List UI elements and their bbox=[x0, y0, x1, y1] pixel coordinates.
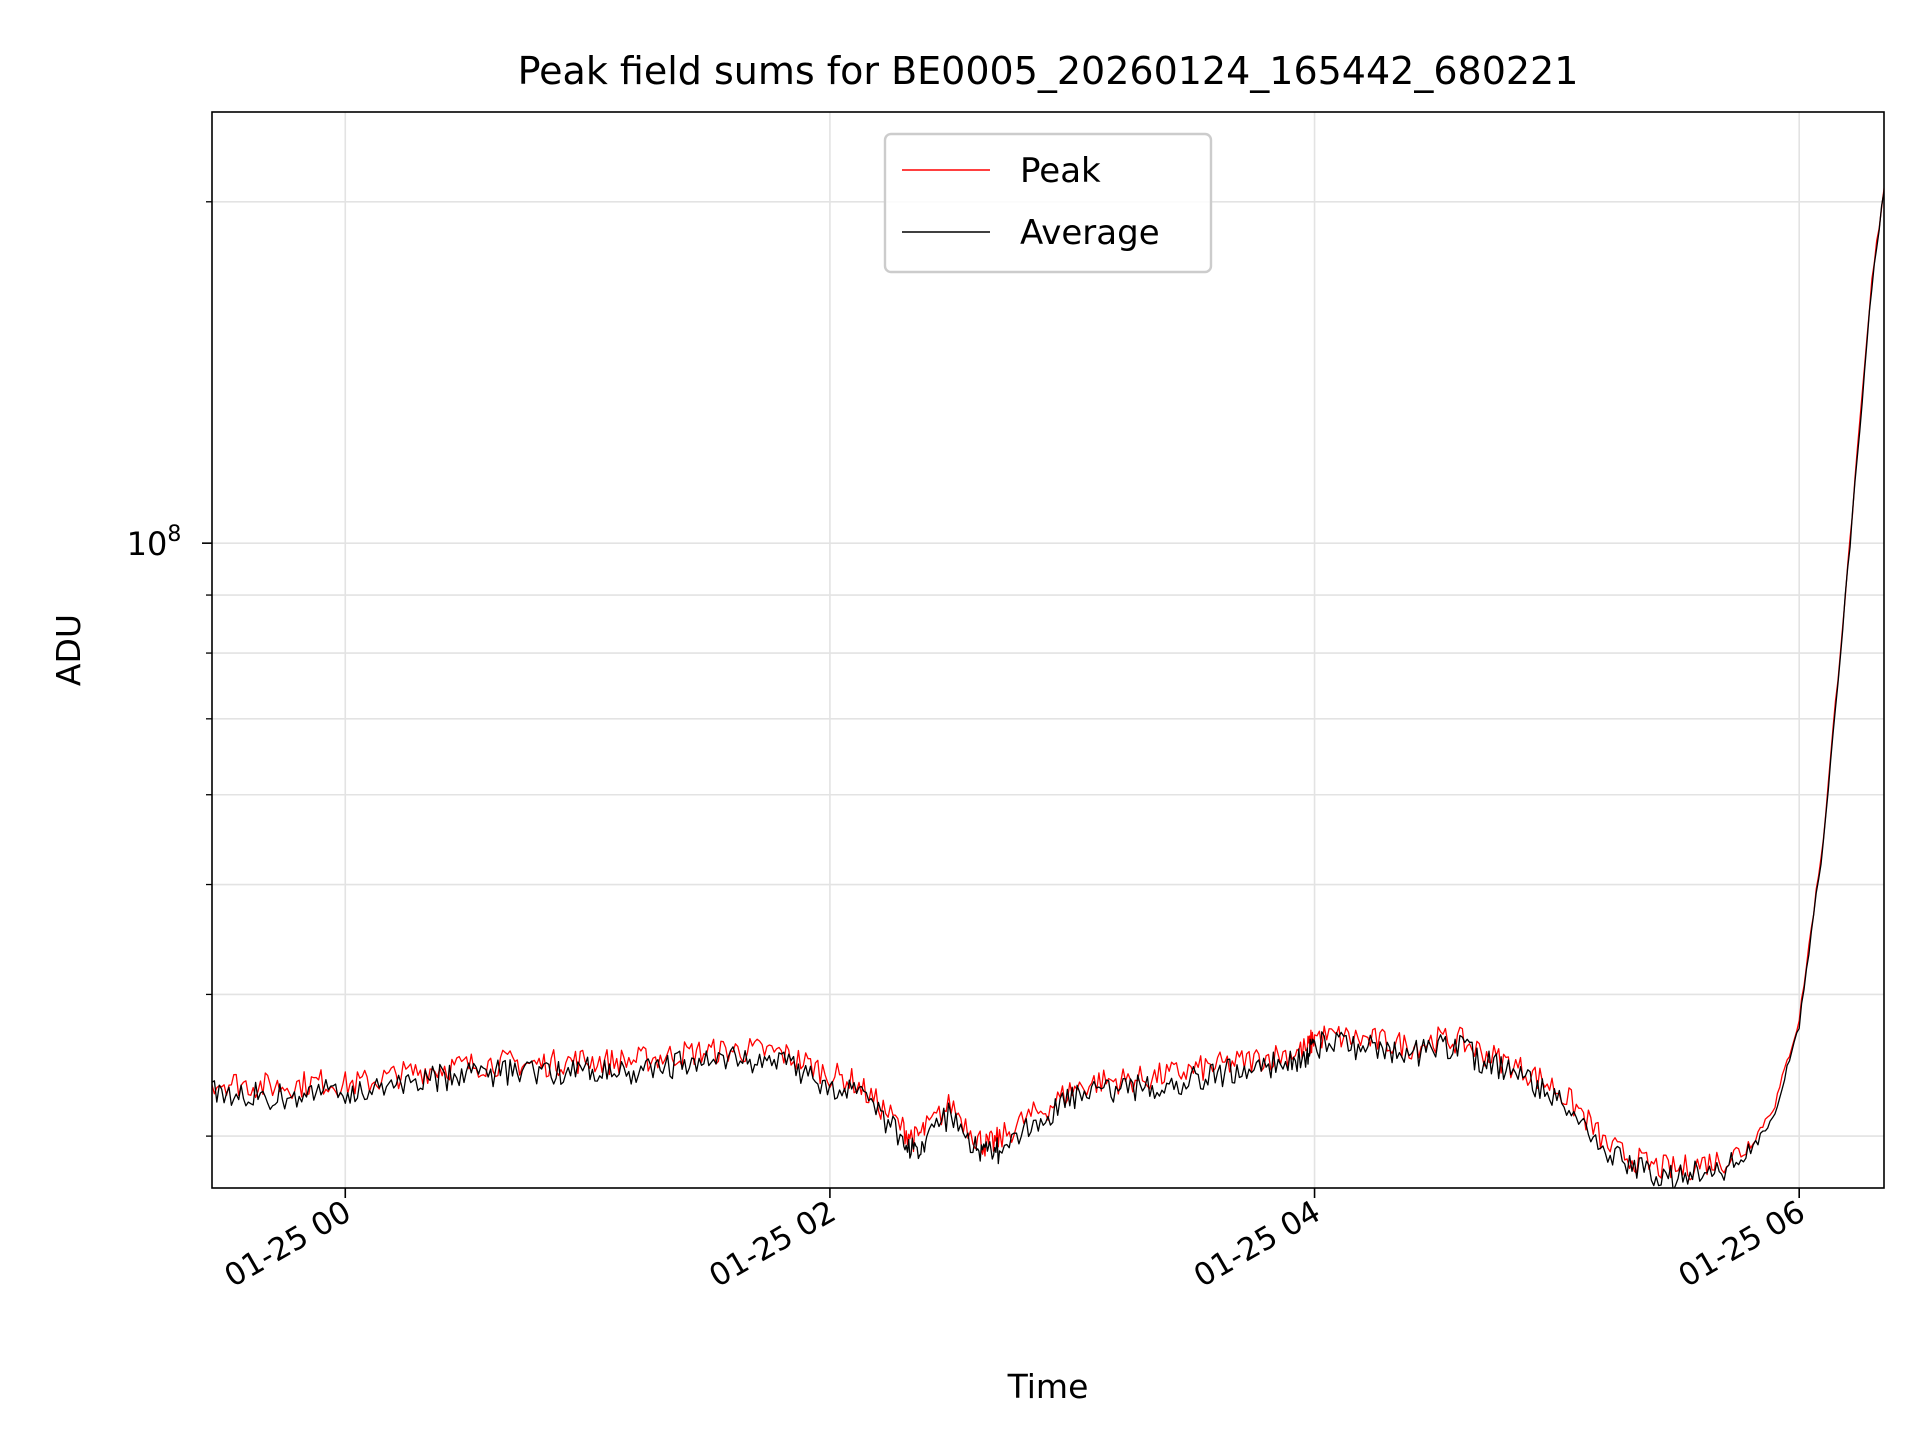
legend: Peak Average bbox=[883, 132, 1213, 274]
y-tick-label: 108 bbox=[127, 522, 182, 563]
series-line-peak bbox=[212, 183, 1884, 1181]
x-axis-label: Time bbox=[1007, 1367, 1089, 1406]
y-axis-label: ADU bbox=[49, 614, 88, 686]
legend-label-peak: Peak bbox=[1020, 151, 1101, 191]
chart-title: Peak field sums for BE0005_20260124_1654… bbox=[518, 49, 1579, 93]
series-line-average bbox=[212, 185, 1884, 1188]
grid bbox=[212, 112, 1884, 1188]
y-axis-ticks: 108 bbox=[127, 201, 212, 1137]
legend-box bbox=[883, 132, 1213, 274]
legend-label-average: Average bbox=[1020, 213, 1160, 253]
axes-frame bbox=[211, 111, 1885, 1189]
plot-area bbox=[212, 183, 1884, 1188]
